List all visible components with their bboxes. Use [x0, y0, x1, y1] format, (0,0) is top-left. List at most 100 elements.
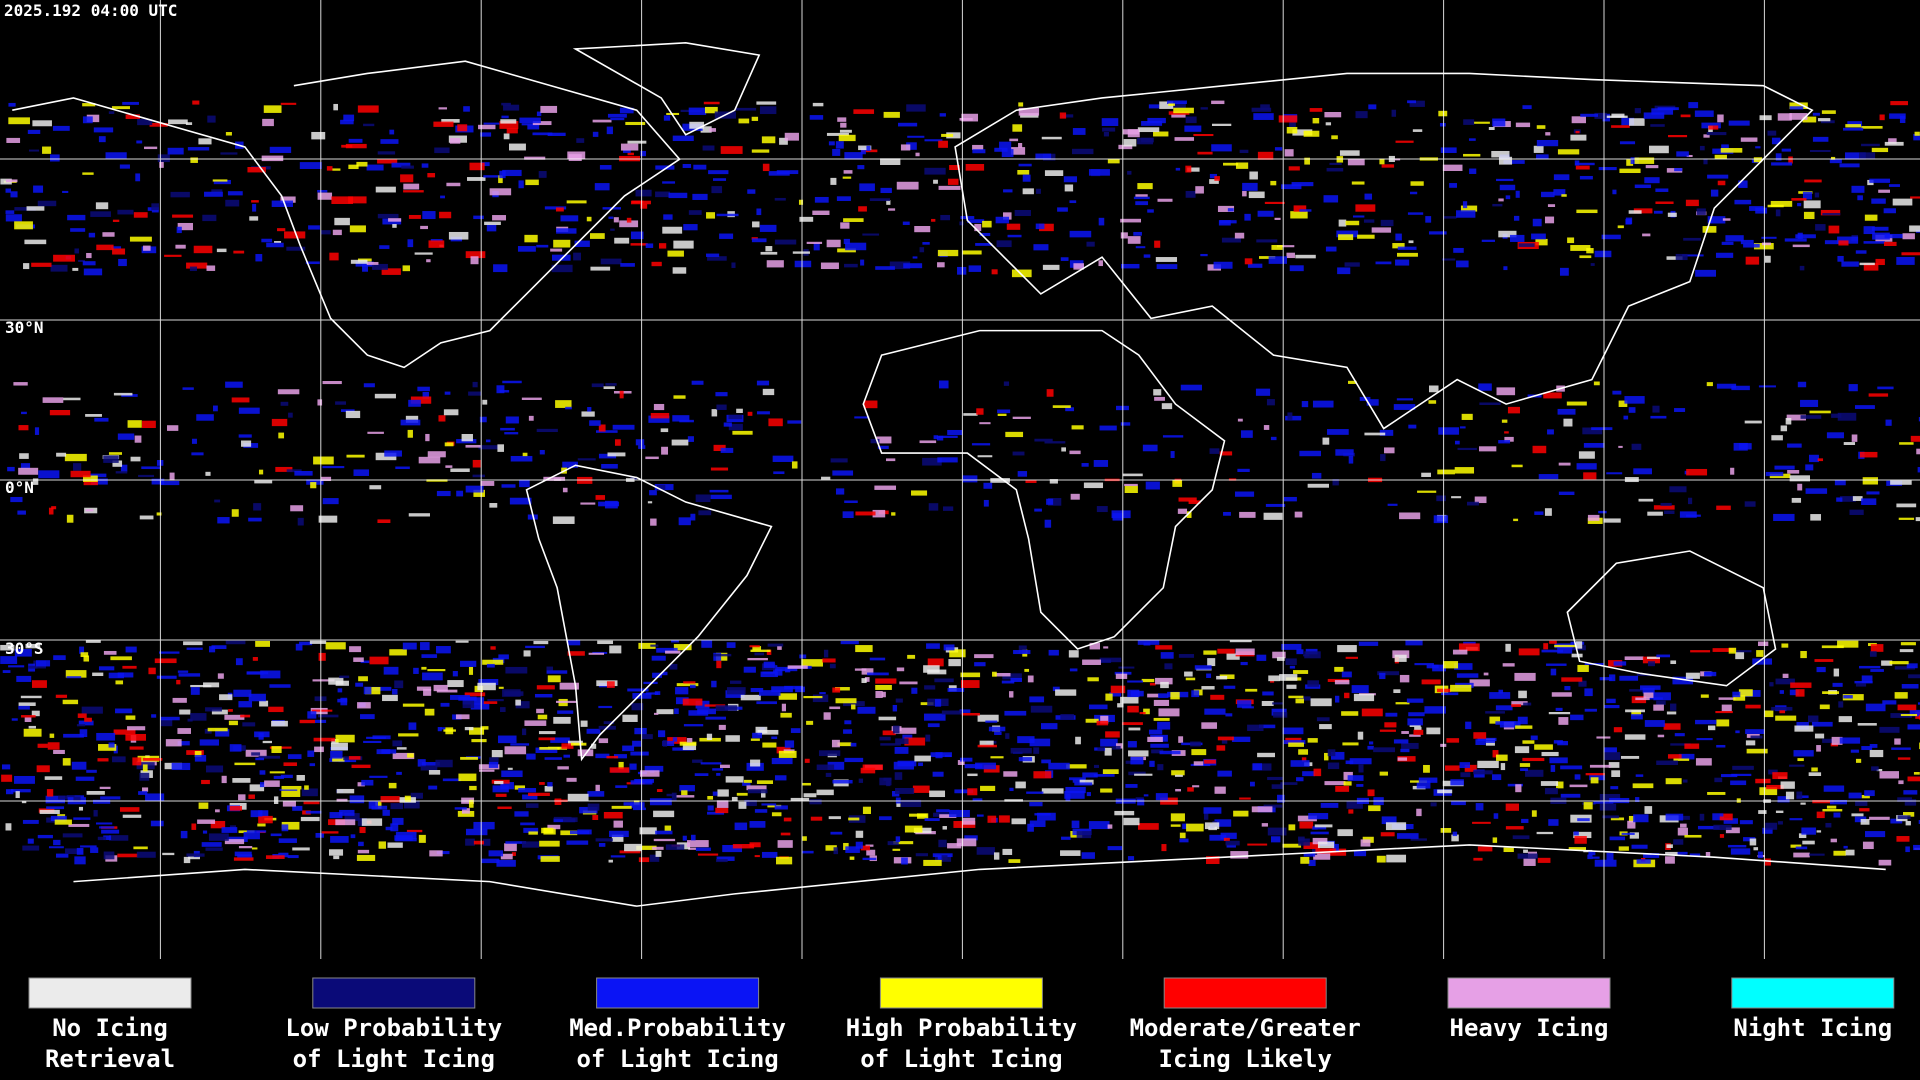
icing-pixel [279, 788, 298, 791]
icing-pixel [440, 195, 445, 199]
icing-pixel [1869, 816, 1890, 820]
icing-pixel [135, 173, 141, 182]
icing-pixel [1170, 692, 1180, 700]
icing-pixel [520, 822, 535, 826]
icing-pixel [1253, 113, 1274, 120]
icing-pixel [188, 855, 200, 860]
icing-pixel [1666, 844, 1673, 849]
icing-pixel [892, 704, 898, 712]
icing-pixel [610, 855, 626, 858]
icing-pixel [833, 847, 839, 855]
icing-pixel [1864, 214, 1878, 221]
icing-pixel [130, 456, 141, 462]
icing-pixel [1851, 185, 1865, 193]
icing-pixel [1394, 654, 1407, 662]
icing-pixel [707, 805, 714, 811]
icing-pixel [854, 668, 867, 671]
icing-pixel [843, 238, 850, 244]
icing-pixel [1299, 696, 1311, 701]
icing-pixel [288, 412, 293, 418]
icing-pixel [774, 239, 797, 245]
icing-pixel [225, 381, 243, 388]
icing-pixel [36, 765, 50, 773]
icing-pixel [1082, 659, 1101, 665]
icing-pixel [802, 836, 807, 841]
icing-pixel [83, 480, 98, 486]
icing-pixel [1642, 233, 1651, 237]
icing-pixel [93, 127, 114, 133]
icing-pixel [362, 264, 369, 272]
icing-pixel [1005, 733, 1010, 739]
icing-pixel [280, 774, 293, 779]
icing-pixel [1869, 744, 1878, 748]
icing-pixel [1263, 804, 1283, 808]
icing-pixel [1891, 747, 1911, 750]
icing-pixel [1750, 735, 1763, 739]
icing-pixel [486, 663, 495, 668]
icing-pixel [1733, 442, 1748, 451]
icing-pixel [53, 655, 66, 661]
icing-pixel [378, 841, 386, 849]
icing-pixel [1500, 763, 1506, 771]
icing-pixel [1587, 517, 1603, 524]
icing-pixel [1619, 168, 1641, 174]
icing-pixel [869, 657, 886, 661]
icing-pixel [1716, 383, 1737, 389]
icing-pixel [489, 188, 512, 196]
icing-pixel [400, 419, 421, 426]
icing-pixel [1817, 458, 1824, 462]
icing-pixel [271, 200, 294, 207]
icing-pixel [819, 692, 826, 695]
icing-pixel [10, 191, 18, 198]
icing-pixel [1107, 846, 1123, 851]
icing-pixel [550, 248, 563, 252]
icing-pixel [893, 761, 915, 770]
icing-pixel [1544, 788, 1558, 795]
icing-pixel [1125, 784, 1138, 788]
icing-pixel [1124, 483, 1138, 487]
icing-pixel [645, 243, 654, 248]
icing-pixel [536, 708, 544, 714]
icing-pixel [407, 239, 414, 248]
icing-pixel [1830, 156, 1836, 160]
icing-pixel [389, 129, 395, 135]
icing-pixel [1703, 134, 1710, 138]
icing-pixel [299, 162, 322, 169]
icing-pixel [1532, 445, 1547, 454]
icing-pixel [715, 392, 728, 397]
icing-pixel [1392, 650, 1410, 659]
icing-pixel [1004, 799, 1023, 802]
icing-pixel [1644, 720, 1665, 727]
icing-pixel [1363, 219, 1375, 223]
icing-pixel [1018, 645, 1027, 654]
icing-pixel [1456, 673, 1479, 678]
icing-pixel [1540, 781, 1559, 786]
icing-pixel [211, 709, 228, 715]
icing-pixel [504, 746, 527, 755]
icing-pixel [18, 702, 36, 706]
icing-pixel [1044, 441, 1066, 444]
icing-pixel [926, 643, 940, 649]
icing-pixel [705, 716, 727, 720]
icing-pixel [1338, 219, 1347, 227]
icing-pixel [329, 812, 343, 819]
icing-pixel [1878, 859, 1892, 866]
icing-pixel [483, 175, 499, 178]
icing-pixel [486, 224, 497, 232]
icing-pixel [19, 453, 29, 459]
icing-pixel [1104, 747, 1112, 756]
icing-pixel [1107, 158, 1120, 164]
icing-pixel [1820, 120, 1835, 124]
icing-pixel [18, 705, 30, 710]
icing-pixel [1270, 836, 1281, 843]
icing-pixel [1788, 156, 1793, 164]
icing-pixel [772, 455, 794, 462]
icing-pixel [251, 847, 258, 850]
icing-pixel [1451, 496, 1462, 499]
icing-pixel [1379, 729, 1396, 732]
icing-pixel [1133, 196, 1150, 200]
icing-pixel [180, 830, 188, 839]
icing-pixel [1408, 240, 1414, 244]
icing-pixel [1168, 103, 1175, 106]
icing-pixel [1841, 261, 1859, 267]
